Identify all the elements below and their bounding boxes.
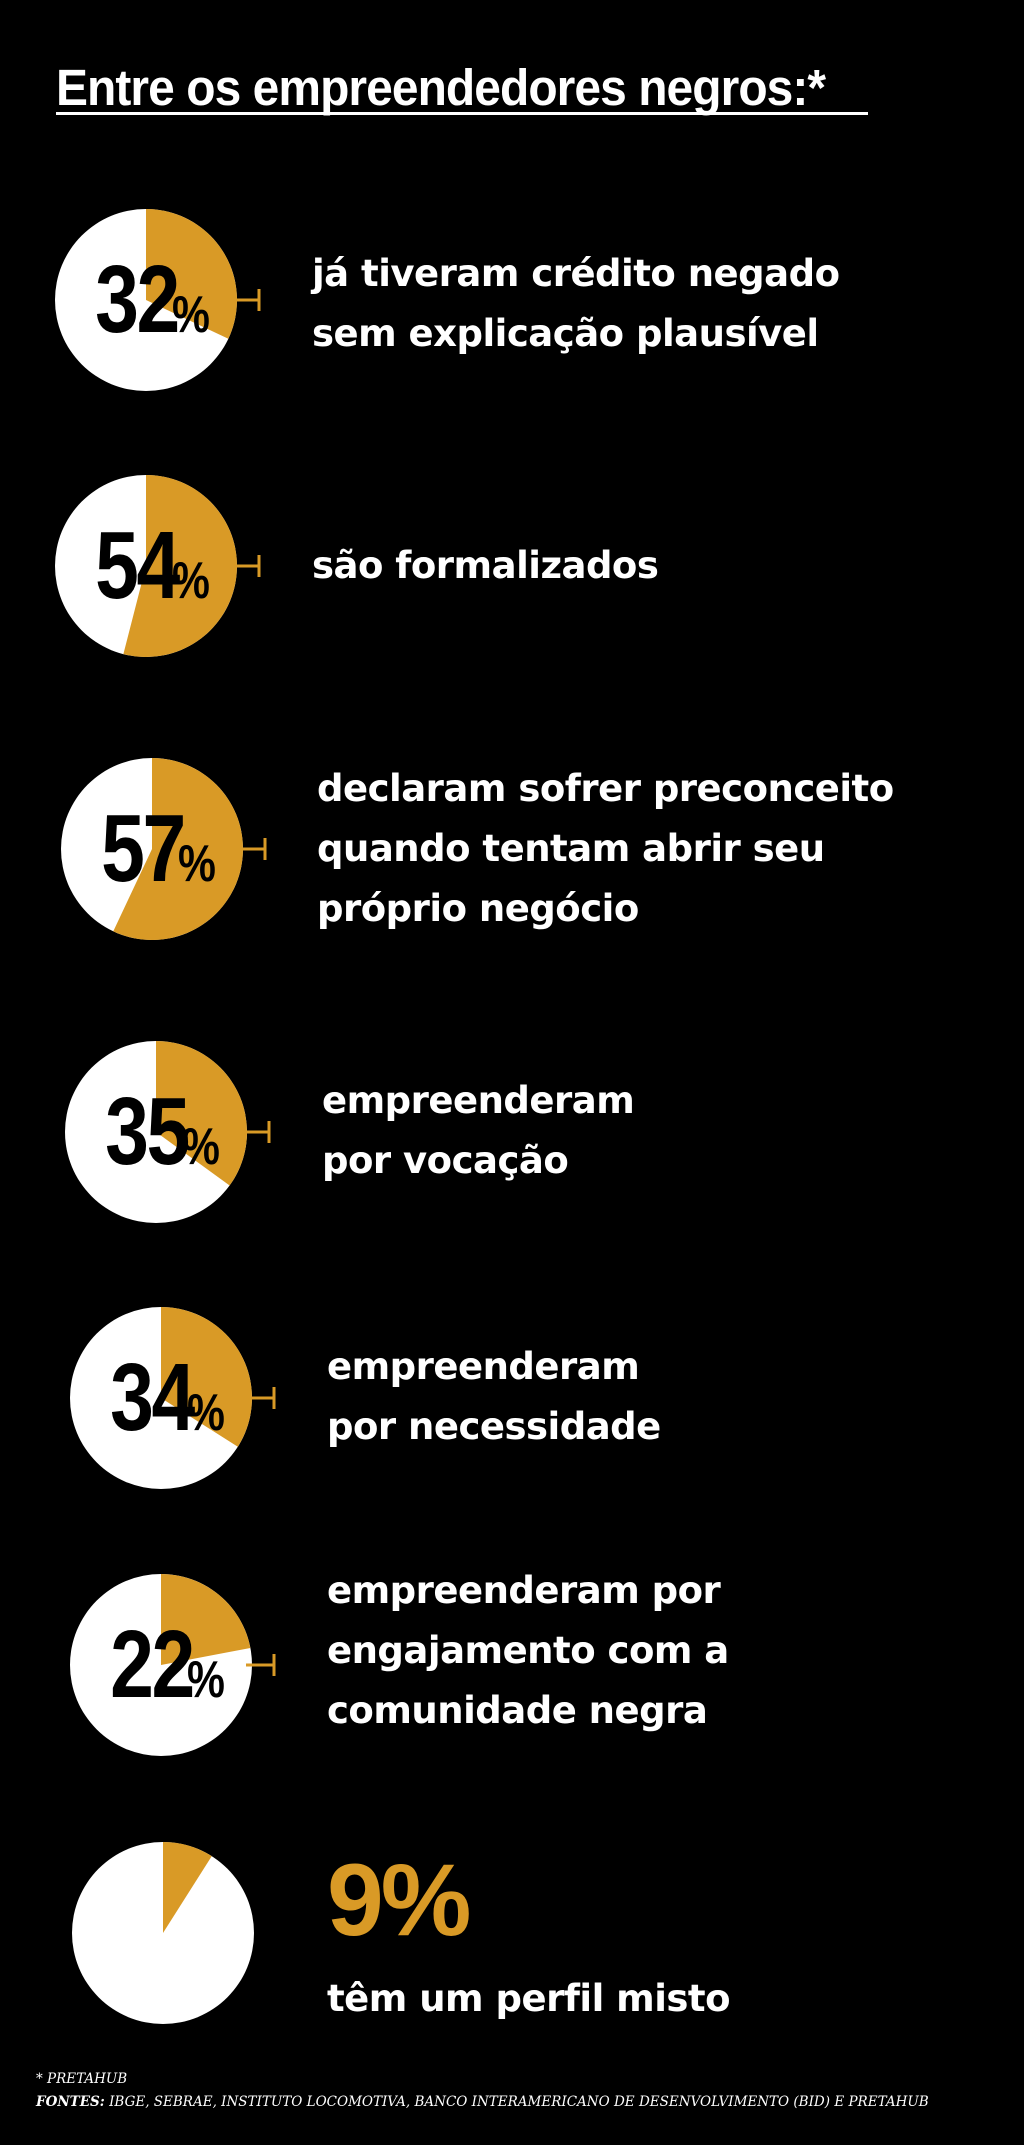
pie-chart (65, 1041, 271, 1223)
stat-description: empreenderam por engajamento com a comun… (327, 1561, 729, 1741)
stat-row-credit-denied: 32% já tiveram crédito negado sem explic… (0, 206, 1024, 406)
leader-tick (246, 1654, 276, 1676)
stat-row-vocation: 35% empreenderam por vocação (0, 1038, 1024, 1238)
description-line: comunidade negra (327, 1689, 708, 1732)
sources-line: FONTES: IBGE, SEBRAE, INSTITUTO LOCOMOTI… (36, 2091, 929, 2114)
pie-slice (113, 758, 243, 940)
pie-slice (163, 1842, 212, 1933)
pie-chart (55, 209, 261, 391)
stat-description: empreenderam por necessidade (327, 1337, 661, 1457)
pie-chart (70, 1307, 276, 1489)
percent-label: 32% (46, 240, 246, 388)
description-line: quando tentam abrir seu (317, 827, 825, 870)
leader-tick (231, 555, 261, 577)
description-line: são formalizados (312, 544, 659, 587)
percent-label-large: 9% (327, 1843, 471, 1957)
percent-label: 54% (46, 506, 246, 654)
leader-tick (237, 838, 267, 860)
pie-slice (161, 1574, 251, 1665)
stat-row-community: 22% empreenderam por engajamento com a c… (0, 1569, 1024, 1771)
percent-symbol: % (171, 286, 210, 344)
description-line: empreenderam (327, 1345, 640, 1388)
stat-row-prejudice: 57% declaram sofrer preconceito quando t… (0, 755, 1024, 955)
percent-number: 35 (105, 1078, 190, 1185)
stat-description: são formalizados (312, 536, 659, 596)
stat-description: já tiveram crédito negado sem explicação… (312, 244, 840, 364)
percent-label: 35% (56, 1072, 256, 1220)
percent-symbol: % (171, 552, 210, 610)
percent-symbol: % (181, 1118, 220, 1176)
stat-description: declaram sofrer preconceito quando tenta… (317, 759, 894, 939)
percent-symbol: % (186, 1384, 225, 1442)
leader-tick (241, 1121, 271, 1143)
description-line: têm um perfil misto (327, 1977, 731, 2020)
percent-number: 32 (95, 246, 180, 353)
stat-row-formalized: 54% são formalizados (0, 472, 1024, 672)
description-line: declaram sofrer preconceito (317, 767, 894, 810)
percent-label: 22% (61, 1605, 261, 1753)
description-line: empreenderam por (327, 1569, 721, 1612)
leader-tick (231, 289, 261, 311)
page-title: Entre os empreendedores negros:* (56, 59, 826, 116)
pie-slice (123, 475, 237, 657)
leader-tick (246, 1387, 276, 1409)
percent-number: 22 (110, 1611, 195, 1718)
title-underline (56, 112, 868, 115)
pie-chart (72, 1842, 254, 2024)
description-line: empreenderam (322, 1079, 635, 1122)
percent-label: 57% (52, 789, 252, 937)
description-line: por necessidade (327, 1405, 661, 1448)
pie-chart (55, 475, 261, 657)
percent-symbol: % (186, 1651, 225, 1709)
sources-label: FONTES: (36, 2094, 105, 2110)
pie-slice (161, 1307, 252, 1447)
pie-chart (70, 1574, 276, 1756)
description-line: já tiveram crédito negado (312, 252, 840, 295)
description-line: sem explicação plausível (312, 312, 819, 355)
percent-number: 54 (95, 512, 180, 619)
sources-text: IBGE, SEBRAE, INSTITUTO LOCOMOTIVA, BANC… (109, 2094, 929, 2110)
percent-symbol: % (177, 835, 216, 893)
stat-row-mixed-profile: 9% têm um perfil misto (0, 1839, 1024, 2039)
description-line: por vocação (322, 1139, 569, 1182)
description-line: engajamento com a (327, 1629, 729, 1672)
stat-description: têm um perfil misto (327, 1969, 731, 2029)
percent-number: 57 (101, 795, 186, 902)
percent-number: 34 (110, 1344, 195, 1451)
footnote-line: * PRETAHUB (36, 2071, 128, 2087)
pie-slice (156, 1041, 248, 1186)
stat-row-necessity: 34% empreenderam por necessidade (0, 1304, 1024, 1504)
footnote: * PRETAHUB FONTES: IBGE, SEBRAE, INSTITU… (36, 2068, 929, 2114)
pie-chart (61, 758, 267, 940)
description-line: próprio negócio (317, 887, 639, 930)
percent-label: 34% (61, 1338, 261, 1486)
stat-description: empreenderam por vocação (322, 1071, 635, 1191)
pie-slice (146, 209, 238, 339)
